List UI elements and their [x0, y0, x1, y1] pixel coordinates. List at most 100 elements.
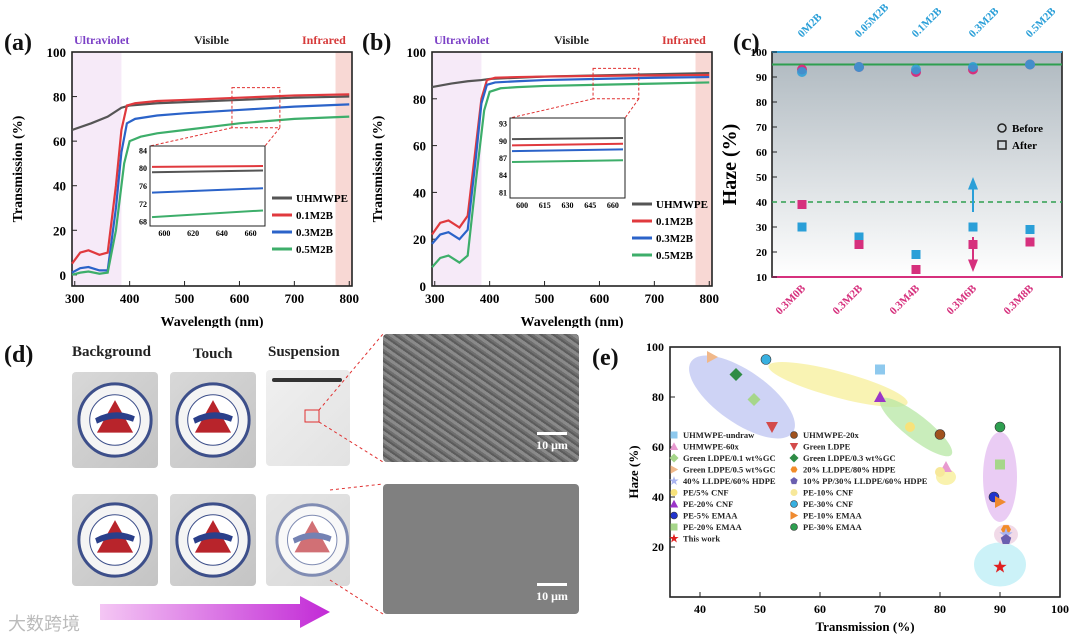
- y-tick-label: 80: [652, 390, 664, 404]
- data-point: [766, 422, 778, 433]
- visible-label: Visible: [554, 33, 590, 47]
- panel-d-label: (d): [4, 342, 34, 368]
- uv-region: [72, 52, 122, 286]
- legend-marker: [790, 431, 798, 439]
- x-tick-label: 90: [994, 602, 1006, 616]
- x-tick-label: 300: [65, 291, 85, 306]
- data-point: [993, 560, 1007, 573]
- after-point-pink: [797, 200, 807, 209]
- data-point: [760, 354, 772, 365]
- inset-x-tick-label: 660: [607, 201, 619, 210]
- inset-series-line: [151, 169, 264, 174]
- inset-series-line: [511, 148, 624, 153]
- x-tick-label: 500: [535, 291, 555, 306]
- y-tick-label: 20: [413, 232, 426, 247]
- data-point: [999, 527, 1013, 541]
- inset-y-tick-label: 84: [139, 146, 147, 155]
- axes-frame: [431, 51, 713, 287]
- x-tick-label: 70: [874, 602, 886, 616]
- x-tick-label: 60: [814, 602, 826, 616]
- university-logo: [175, 382, 251, 458]
- panel-c: 10 20 30 40 50 60 70 80 90 100 Haze (%) 0M2B 0.05M2B…: [719, 0, 1080, 335]
- panel-b-label: (b): [362, 30, 392, 56]
- sample-photo: [266, 370, 350, 466]
- legend-label: 40% LLDPE/60% HDPE: [683, 476, 776, 486]
- legend-before-label: Before: [1012, 123, 1043, 135]
- y-tick-label: 40: [652, 490, 664, 504]
- legend-label: PE-30% EMAA: [803, 522, 863, 532]
- legend-label: UHMWPE-20x: [803, 430, 859, 440]
- inset-y-tick-label: 90: [499, 137, 507, 146]
- zoom-box: [592, 67, 640, 100]
- cluster-ellipse: [879, 397, 953, 457]
- y-tick-label: 40: [413, 185, 426, 200]
- bottom-category-label: 0.3M0B: [773, 282, 808, 317]
- legend-label: 0.5M2B: [656, 250, 694, 262]
- inset-y-tick-label: 93: [499, 120, 507, 129]
- legend-before-marker: [997, 123, 1007, 133]
- x-tick-label: 50: [754, 602, 766, 616]
- sem-image-smooth: [383, 484, 579, 614]
- axes-frame: [71, 51, 353, 287]
- chart-c: 10 20 30 40 50 60 70 80 90 100 Haze (%) 0M2B 0.05M2B…: [719, 1, 1063, 317]
- scale-label-2: 10 μm: [536, 589, 568, 603]
- legend-label: PE-30% CNF: [803, 499, 853, 509]
- legend-label: 0.3M2B: [296, 227, 334, 239]
- visible-label: Visible: [194, 33, 230, 47]
- inset-y-tick-label: 84: [499, 171, 507, 180]
- label-background: Background: [72, 344, 151, 360]
- after-point-blue: [911, 250, 921, 259]
- legend-label: This work: [683, 534, 720, 544]
- before-point-blue: [854, 62, 864, 72]
- sem-image-rough: [383, 334, 579, 462]
- legend-after-label: After: [1012, 140, 1037, 152]
- bottom-category-label: 0.3M2B: [830, 282, 865, 317]
- cluster-ellipse: [768, 362, 908, 407]
- legend-marker: [669, 453, 679, 463]
- data-point: [875, 364, 885, 375]
- legend-marker: [669, 499, 679, 508]
- top-category-label: 0.05M2B: [853, 1, 892, 40]
- legend-marker: [670, 511, 678, 520]
- y-tick-label: 90: [756, 72, 768, 84]
- after-point-blue: [854, 232, 864, 242]
- scale-bar-1: 10 μm: [528, 432, 576, 453]
- inset-connector: [624, 98, 640, 119]
- y-tick-label: 20: [652, 540, 664, 554]
- sample-photo: [170, 494, 256, 586]
- inset-series-line: [511, 159, 624, 163]
- panel-a-label: (a): [4, 30, 32, 56]
- legend-marker: [790, 477, 798, 485]
- data-point: [935, 467, 945, 477]
- inset-series-line: [511, 137, 624, 141]
- top-category-label: 0M2B: [796, 11, 825, 40]
- watermark: 大数跨境: [8, 614, 80, 635]
- legend-label: UHMWPE: [656, 199, 708, 211]
- data-point: [995, 496, 1006, 508]
- sample-photo: [72, 372, 158, 468]
- inset-x-tick-label: 645: [584, 201, 596, 210]
- y-tick-label: 70: [756, 122, 768, 134]
- scale-bar-2: 10 μm: [528, 583, 576, 604]
- legend-marker: [669, 476, 679, 485]
- legend-label: PE/5% CNF: [683, 488, 729, 498]
- inset-x-tick-label: 660: [245, 229, 257, 238]
- inset-series-line: [151, 165, 264, 168]
- before-point-blue: [968, 62, 978, 72]
- series-line-0.1M2B: [71, 93, 350, 265]
- inset-y-tick-label: 87: [499, 154, 507, 163]
- plot-background: [772, 52, 1062, 277]
- legend-marker: [669, 533, 679, 543]
- legend-label: Green LDPE: [803, 442, 851, 452]
- legend-marker: [790, 511, 799, 520]
- panel-c-label: (c): [733, 30, 760, 56]
- legend-after-marker: [997, 140, 1007, 150]
- axes-frame: [669, 346, 1061, 598]
- uv-label: Ultraviolet: [74, 33, 129, 47]
- inset-frame: [149, 145, 266, 227]
- legend-label: 0.3M2B: [656, 233, 694, 245]
- data-point: [994, 421, 1006, 433]
- inset-x-tick-label: 640: [216, 229, 228, 238]
- x-tick-label: 80: [934, 602, 946, 616]
